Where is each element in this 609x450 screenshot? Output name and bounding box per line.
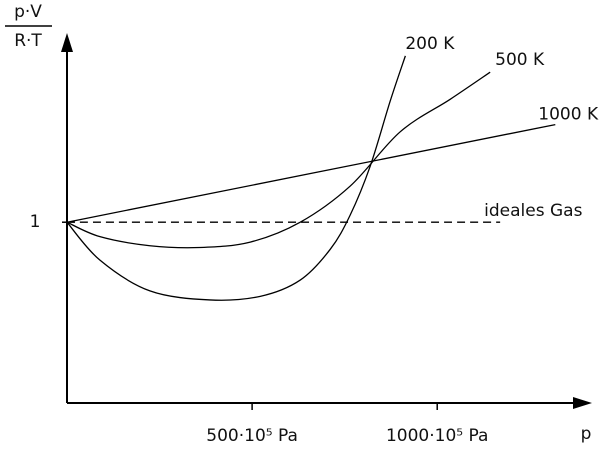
- series-label: 500 K: [495, 50, 545, 70]
- series-label: 1000 K: [538, 105, 599, 125]
- x-axis-arrow: [573, 397, 592, 409]
- y-tick-label: 1: [30, 212, 41, 232]
- x-label: p: [581, 424, 592, 444]
- series-label: 200 K: [405, 34, 455, 54]
- x-tick-label: 500·10⁵ Pa: [206, 426, 298, 446]
- y-label-numerator: p·V: [14, 2, 42, 22]
- series-line: [66, 123, 556, 223]
- x-tick-label: 1000·10⁵ Pa: [386, 426, 488, 446]
- y-label-denominator: R·T: [14, 31, 42, 51]
- series-line: [66, 55, 406, 301]
- series-line: [66, 71, 491, 249]
- y-axis-arrow: [61, 33, 73, 52]
- series-label: ideales Gas: [484, 201, 582, 221]
